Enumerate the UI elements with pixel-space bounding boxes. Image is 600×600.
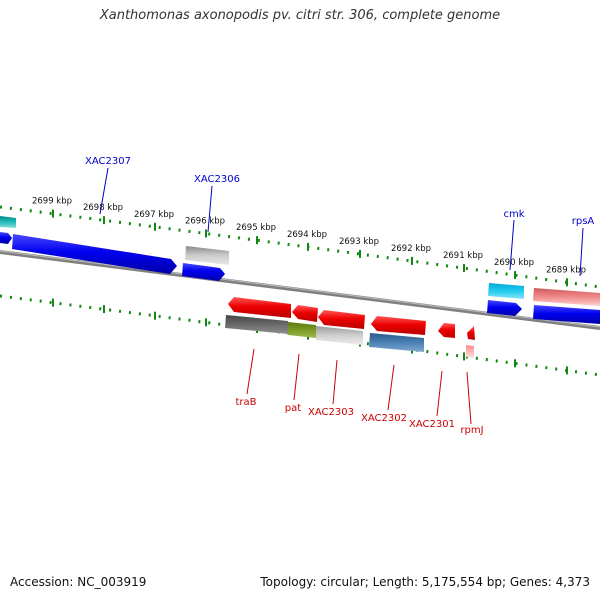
gene-label-xac2303[interactable]: XAC2303	[308, 407, 354, 418]
accession-text: Accession: NC_003919	[10, 575, 147, 589]
forward-gene-arrow[interactable]	[0, 232, 12, 244]
feature-box[interactable]	[225, 315, 288, 334]
feature-box[interactable]	[185, 246, 229, 265]
ruler-tick-label: 2690 kbp	[494, 258, 534, 268]
ruler-tick-label: 2693 kbp	[339, 237, 379, 247]
ruler-tick-label: 2696 kbp	[185, 216, 225, 226]
gene-label-xac2302[interactable]: XAC2302	[361, 413, 407, 424]
forward-label-leaders	[99, 167, 584, 277]
genome-backbone	[0, 250, 600, 330]
forward-gene-arrow[interactable]	[12, 234, 177, 274]
genome-title: Xanthomonas axonopodis pv. citri str. 30…	[99, 8, 501, 23]
reverse-gene-arrow[interactable]	[371, 316, 426, 335]
ruler-tick-label: 2691 kbp	[443, 251, 483, 261]
gene-label-rpmj[interactable]: rpmJ	[460, 425, 483, 436]
ruler-tick-label: 2698 kbp	[83, 203, 123, 213]
reverse-gene-arrow[interactable]	[467, 326, 475, 340]
forward-strand-features	[0, 216, 600, 324]
topology-text: Topology: circular; Length: 5,175,554 bp…	[260, 575, 590, 589]
forward-gene-arrow[interactable]	[487, 300, 522, 316]
feature-box[interactable]	[316, 326, 363, 345]
ruler-tick-label: 2694 kbp	[287, 230, 327, 240]
ruler-tick-label: 2697 kbp	[134, 210, 174, 220]
gene-label-xac2307[interactable]: XAC2307	[85, 156, 131, 167]
feature-box[interactable]	[466, 345, 474, 358]
forward-gene-arrow[interactable]	[182, 263, 225, 281]
feature-box[interactable]	[288, 322, 316, 338]
forward-gene-arrow[interactable]	[533, 305, 600, 324]
reverse-label-leaders	[246, 348, 472, 425]
reverse-gene-arrow[interactable]	[292, 305, 318, 322]
reverse-gene-arrow[interactable]	[318, 310, 365, 329]
gene-label-xac2306[interactable]: XAC2306	[194, 174, 240, 185]
feature-box[interactable]	[488, 283, 524, 299]
gene-label-xac2301[interactable]: XAC2301	[409, 419, 455, 430]
ruler-tick-label: 2699 kbp	[32, 197, 72, 207]
reverse-strand-features	[225, 297, 475, 358]
gene-label-cmk[interactable]: cmk	[503, 209, 524, 220]
ruler-tick-label: 2692 kbp	[391, 244, 431, 254]
gene-label-rpsa[interactable]: rpsA	[572, 216, 595, 227]
ruler-tick-label: 2695 kbp	[236, 223, 276, 233]
feature-box[interactable]	[369, 333, 424, 352]
reverse-gene-arrow[interactable]	[228, 297, 291, 318]
feature-box[interactable]	[533, 288, 600, 306]
reverse-gene-arrow[interactable]	[438, 323, 455, 338]
ruler-tick-label: 2689 kbp	[546, 265, 586, 275]
forward-gene-arrow[interactable]	[0, 216, 16, 228]
gene-label-pat[interactable]: pat	[285, 403, 301, 414]
ruler-tick-labels: 2699 kbp 2698 kbp 2697 kbp 2696 kbp 2695 kbp…	[32, 197, 586, 276]
genome-backbone-highlight	[0, 250, 600, 328]
gene-label-trab[interactable]: traB	[235, 397, 256, 408]
